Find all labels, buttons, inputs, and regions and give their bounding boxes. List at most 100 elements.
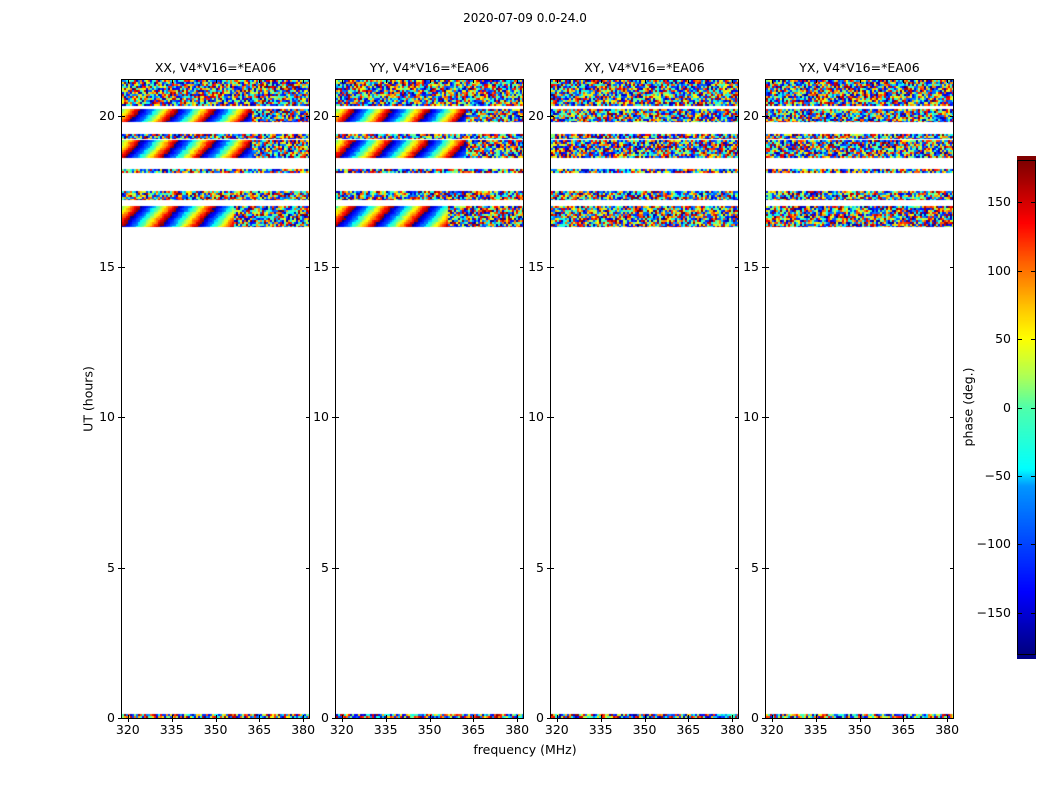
x-tick-mark-top	[473, 80, 475, 83]
y-tick-mark-inner	[122, 116, 125, 118]
colorbar-tick-mark	[1017, 407, 1022, 409]
panel-title-xx: XX, V4*V16=*EA06	[154, 60, 277, 75]
y-tick-mark-right	[950, 567, 953, 569]
x-tick-mark-top	[688, 80, 690, 83]
y-tick-label: 10	[99, 409, 115, 425]
x-tick-mark-inner	[385, 715, 387, 718]
x-tick-label: 320	[759, 722, 784, 737]
colorbar-tick-mark	[1017, 544, 1022, 546]
y-tick-mark	[547, 417, 551, 419]
colorbar-extend-top	[1017, 156, 1036, 160]
x-tick-mark-top	[903, 80, 905, 83]
x-tick-mark-top	[127, 80, 129, 83]
x-tick-mark-inner	[556, 715, 558, 718]
x-tick-mark-inner	[215, 715, 217, 718]
x-tick-label: 335	[803, 722, 828, 737]
y-tick-mark-right	[306, 417, 309, 419]
y-tick-mark	[332, 567, 336, 569]
x-tick-mark-inner	[644, 715, 646, 718]
x-tick-label: 335	[588, 722, 613, 737]
x-tick-label: 365	[891, 722, 916, 737]
x-tick-mark-top	[556, 80, 558, 83]
x-tick-mark	[903, 718, 905, 722]
x-tick-mark-inner	[947, 715, 949, 718]
y-tick-mark	[547, 718, 551, 719]
colorbar-tick-mark	[1017, 270, 1022, 272]
x-tick-mark	[859, 718, 861, 722]
x-tick-label: 320	[544, 722, 569, 737]
y-tick-mark-inner	[551, 417, 554, 419]
colorbar-tick-label: 150	[987, 194, 1011, 210]
x-tick-mark	[688, 718, 690, 722]
y-tick-mark	[118, 567, 122, 569]
y-tick-mark	[332, 266, 336, 268]
x-tick-label: 350	[847, 722, 872, 737]
y-tick-mark-inner	[551, 718, 554, 719]
plot-panel-xy[interactable]: XY, V4*V16=*EA06 0 5 10 15 20 320 335 350 365 380	[528, 60, 744, 737]
y-tick-mark	[762, 417, 766, 419]
y-tick-label: 10	[313, 409, 329, 425]
x-tick-mark-top	[303, 80, 305, 83]
y-tick-label: 10	[528, 409, 544, 425]
colorbar[interactable]: 150 100 50 0 −50 −100 −150	[977, 160, 1036, 655]
colorbar-tick-mark-right	[1031, 612, 1036, 614]
x-tick-mark-inner	[517, 715, 519, 718]
y-tick-mark	[547, 567, 551, 569]
x-tick-mark-inner	[771, 715, 773, 718]
x-tick-label: 380	[935, 722, 960, 737]
x-tick-mark	[127, 718, 129, 722]
x-tick-mark-inner	[903, 715, 905, 718]
x-tick-mark-top	[771, 80, 773, 83]
y-tick-mark-inner	[122, 417, 125, 419]
x-tick-mark-top	[644, 80, 646, 83]
y-tick-mark	[762, 116, 766, 118]
y-tick-label: 5	[751, 559, 759, 575]
x-tick-label: 380	[720, 722, 745, 737]
y-tick-mark-right	[306, 116, 309, 118]
y-tick-mark-inner	[336, 266, 339, 268]
x-tick-mark-inner	[171, 715, 173, 718]
y-tick-mark-right	[520, 718, 523, 719]
colorbar-tick-mark-right	[1031, 202, 1036, 204]
y-tick-mark-inner	[122, 718, 125, 719]
x-tick-mark-inner	[429, 715, 431, 718]
y-tick-mark-right	[735, 266, 738, 268]
y-tick-mark-right	[306, 567, 309, 569]
y-tick-mark-inner	[551, 116, 554, 118]
y-tick-mark-inner	[336, 718, 339, 719]
x-tick-label: 320	[329, 722, 354, 737]
plot-panel-yy[interactable]: YY, V4*V16=*EA06 0 5 10 15 20 320 335 350 365 380	[313, 60, 529, 737]
x-tick-mark	[517, 718, 519, 722]
y-tick-mark-right	[520, 567, 523, 569]
x-tick-label: 320	[115, 722, 140, 737]
x-axis-label: frequency (MHz)	[473, 742, 577, 757]
x-tick-mark-inner	[859, 715, 861, 718]
x-tick-label: 350	[203, 722, 228, 737]
colorbar-tick-label: −100	[976, 536, 1011, 552]
y-tick-label: 20	[313, 108, 329, 124]
y-tick-label: 5	[321, 559, 329, 575]
y-tick-mark-right	[950, 417, 953, 419]
y-tick-label: 5	[536, 559, 544, 575]
x-tick-mark-inner	[341, 715, 343, 718]
x-tick-mark	[556, 718, 558, 722]
colorbar-tick-mark	[1017, 475, 1022, 477]
y-tick-mark-right	[950, 116, 953, 118]
y-tick-mark	[118, 116, 122, 118]
x-tick-label: 350	[632, 722, 657, 737]
x-tick-mark-top	[600, 80, 602, 83]
x-tick-label: 380	[291, 722, 316, 737]
x-tick-mark	[771, 718, 773, 722]
y-tick-mark-inner	[122, 266, 125, 268]
panel-title-xy: XY, V4*V16=*EA06	[584, 60, 705, 75]
x-tick-label: 365	[247, 722, 272, 737]
y-tick-label: 0	[107, 710, 115, 725]
plot-panel-yx[interactable]: YX, V4*V16=*EA06 0 5 10 15 20 320 335 350 365 380	[743, 60, 959, 737]
colorbar-tick-mark-right	[1031, 339, 1036, 341]
x-tick-mark-top	[517, 80, 519, 83]
x-tick-mark	[385, 718, 387, 722]
y-tick-mark-right	[520, 116, 523, 118]
plot-panel-xx[interactable]: XX, V4*V16=*EA06 0 5 10 15 20 320 335 350 365 380	[99, 60, 315, 737]
x-tick-mark-inner	[473, 715, 475, 718]
x-tick-mark-inner	[127, 715, 129, 718]
